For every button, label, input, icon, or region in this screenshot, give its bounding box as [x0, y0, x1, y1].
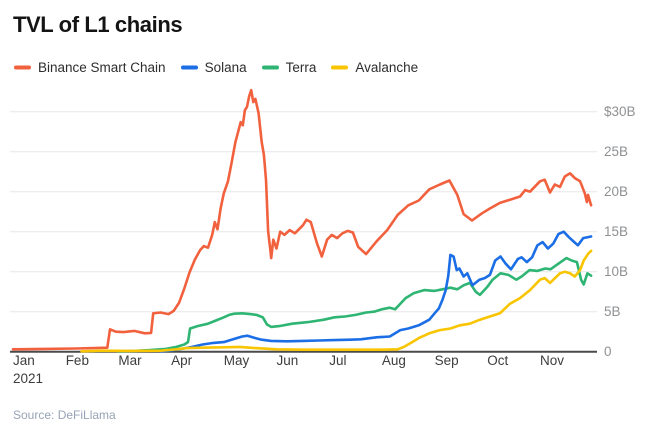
legend-swatch-terra-icon: [261, 65, 279, 70]
x-axis-tick-label: Sep: [435, 353, 459, 368]
x-axis-year-label: 2021: [13, 371, 43, 386]
legend-swatch-solana-icon: [180, 65, 198, 70]
y-axis-tick-label: 0: [604, 344, 612, 359]
legend-item-solana: Solana: [180, 60, 247, 75]
y-axis-tick-label: 20B: [604, 184, 628, 199]
page-title: TVL of L1 chains: [13, 12, 183, 37]
x-axis-tick-label: Nov: [540, 353, 564, 368]
series-line-binance-smart-chain: [11, 88, 593, 351]
legend-item-avalanche: Avalanche: [331, 60, 418, 75]
y-axis-tick-label: $30B: [604, 104, 636, 119]
x-axis-tick-label: Oct: [487, 353, 508, 368]
series-line-solana: [159, 230, 593, 353]
y-axis-tick-label: 15B: [604, 224, 628, 239]
x-axis-tick-label: Jul: [329, 353, 346, 368]
x-axis-tick-label: Jun: [277, 353, 299, 368]
legend-item-binance-smart-chain: Binance Smart Chain: [14, 60, 166, 75]
legend-label-avalanche: Avalanche: [355, 60, 419, 75]
y-axis-tick-label: 10B: [604, 264, 628, 279]
x-axis-tick-label: May: [224, 353, 250, 368]
chart-legend: Binance Smart Chain Solana Terra Avalanc…: [14, 60, 418, 75]
x-axis-tick-label: Aug: [382, 353, 406, 368]
legend-label-terra: Terra: [285, 60, 317, 75]
chart-area: 0 5B 10B 15B 20B 25B $30B Jan Feb Mar Apr May Jun Jul…: [0, 88, 650, 388]
x-axis-tick-label: Feb: [66, 353, 89, 368]
x-axis-tick-label: Jan: [13, 353, 35, 368]
x-axis-tick-label: Apr: [171, 353, 193, 368]
legend-item-terra: Terra: [261, 60, 317, 75]
x-axis-tick-label: Mar: [118, 353, 142, 368]
series-line-avalanche: [80, 249, 593, 353]
source-attribution: Source: DeFiLlama: [13, 408, 116, 422]
tvl-line-chart: 0 5B 10B 15B 20B 25B $30B Jan Feb Mar Apr May Jun Jul…: [10, 88, 636, 386]
legend-swatch-avalanche-icon: [331, 65, 349, 70]
series-line-terra: [117, 256, 593, 353]
y-axis-tick-label: 25B: [604, 144, 628, 159]
legend-swatch-binance-smart-chain-icon: [14, 65, 31, 70]
legend-label-binance-smart-chain: Binance Smart Chain: [38, 60, 166, 75]
legend-label-solana: Solana: [204, 60, 247, 75]
y-axis-tick-label: 5B: [604, 304, 621, 319]
